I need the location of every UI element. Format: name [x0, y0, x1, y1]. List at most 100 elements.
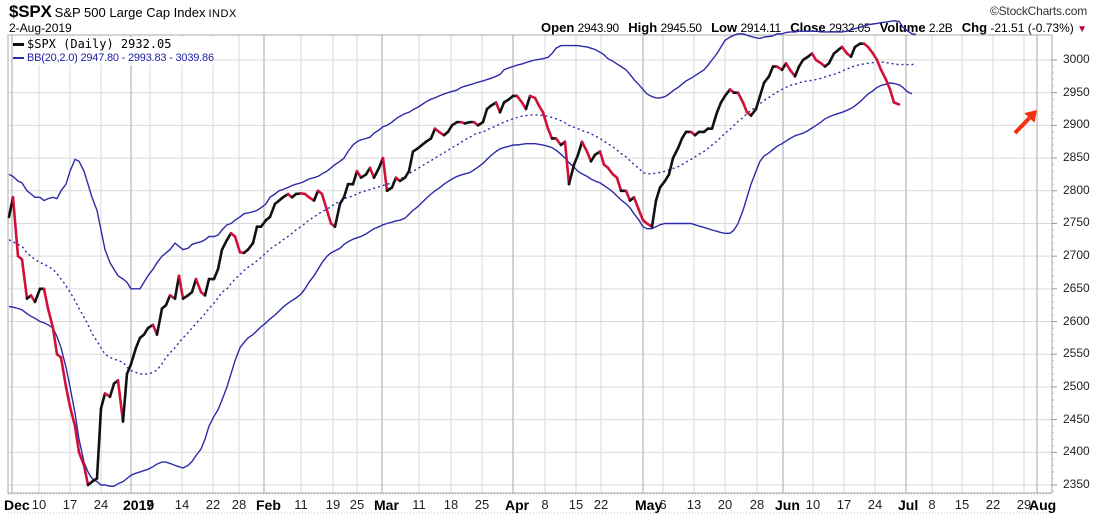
price-segment	[758, 81, 766, 98]
x-tick-label: 7	[146, 497, 154, 512]
price-segment	[749, 107, 758, 117]
x-tick-label: 15	[954, 497, 970, 512]
axis-ticks	[8, 59, 1057, 514]
price-segment	[585, 150, 593, 163]
price-segment	[888, 88, 896, 104]
price-segment	[481, 107, 489, 124]
price-segment	[580, 140, 589, 153]
price-segment	[654, 186, 662, 202]
y-tick-label: 2600	[1063, 313, 1090, 328]
price-segment	[546, 127, 554, 140]
price-segment	[246, 241, 255, 251]
price-segment	[203, 277, 211, 297]
x-tick-label: Jun	[775, 497, 800, 513]
x-tick-label: 19	[325, 497, 341, 512]
price-segment	[533, 96, 541, 108]
price-segment	[77, 451, 86, 467]
price-segment	[723, 88, 732, 98]
legend-swatch-bb	[13, 57, 24, 60]
price-segment	[372, 166, 381, 179]
price-segment	[342, 182, 350, 199]
x-tick-label: 20	[717, 497, 733, 512]
price-segment	[42, 287, 50, 310]
price-segment	[59, 356, 68, 389]
chg-value: -21.51 (-0.73%)	[990, 21, 1074, 35]
price-segment	[572, 153, 580, 166]
price-segment	[827, 52, 836, 65]
y-tick-label: 2850	[1063, 150, 1090, 165]
price-segment	[351, 169, 359, 186]
x-tick-label: 24	[867, 497, 883, 512]
price-segment	[741, 101, 749, 114]
price-segment	[658, 179, 667, 189]
price-segment	[671, 146, 680, 160]
price-segment	[563, 140, 571, 186]
price-segment	[212, 267, 220, 281]
price-segment	[390, 176, 398, 189]
price-segment	[676, 137, 684, 150]
x-tick-label: 17	[836, 497, 852, 512]
price-segment	[68, 405, 77, 428]
price-segment	[762, 75, 771, 85]
x-tick-label: 15	[568, 497, 584, 512]
price-segment	[710, 111, 719, 130]
price-segment	[129, 346, 138, 366]
chart-legend: $SPX (Daily) 2932.05 BB(20,2.0) 2947.80 …	[13, 37, 214, 65]
y-tick-label: 3000	[1063, 52, 1090, 66]
low-label: Low	[711, 20, 738, 35]
y-tick-label: 2350	[1063, 477, 1090, 491]
price-segment	[134, 336, 142, 349]
price-segment	[194, 277, 203, 294]
price-segment	[667, 156, 675, 176]
price-segment	[125, 362, 133, 376]
y-tick-label: 2550	[1063, 346, 1090, 361]
x-tick-label: 22	[593, 497, 609, 512]
price-segment	[368, 166, 376, 179]
price-segment	[82, 464, 90, 487]
chart-series	[7, 20, 917, 487]
x-tick-label: 25	[474, 497, 490, 512]
price-segment	[108, 382, 116, 399]
legend-swatch-price	[13, 43, 24, 46]
x-tick-label: 2019	[123, 497, 155, 513]
price-segment	[20, 258, 29, 300]
open-value: 2943.90	[577, 21, 620, 35]
price-segment	[220, 238, 229, 251]
price-segment	[216, 248, 224, 271]
x-tick-label: 29	[1016, 497, 1032, 512]
legend-bb-label: BB(20,2.0) 2947.80 - 2993.83 - 3039.86	[27, 52, 214, 64]
price-segment	[624, 189, 632, 202]
price-segment	[736, 91, 745, 104]
x-tick-label: 10	[805, 497, 821, 512]
price-segment	[840, 45, 849, 55]
down-triangle-icon: ▼	[1077, 24, 1087, 35]
price-segment	[116, 379, 125, 423]
plot-frame	[7, 34, 1053, 494]
x-tick-label: 28	[749, 497, 765, 512]
price-segment	[155, 307, 164, 336]
x-tick-label: 13	[686, 497, 702, 512]
x-tick-label: Dec	[4, 497, 30, 513]
price-segment	[632, 196, 641, 212]
high-label: High	[628, 20, 658, 35]
x-tick-label: 14	[174, 497, 190, 512]
price-segment	[259, 218, 268, 229]
price-segment	[11, 196, 20, 258]
bb-lower-line	[8, 82, 913, 487]
price-segment	[407, 150, 415, 173]
price-segment	[268, 202, 277, 219]
x-tick-label: 8	[928, 497, 936, 512]
x-tick-label: Aug	[1029, 497, 1057, 513]
symbol: $SPX	[9, 2, 52, 21]
x-tick-label: 8	[541, 497, 549, 512]
y-tick-label: 2700	[1063, 248, 1090, 263]
bb-upper-line	[8, 20, 917, 290]
price-segment	[515, 94, 524, 104]
price-segment	[325, 209, 333, 225]
price-segment	[541, 111, 550, 130]
legend-price: $SPX (Daily) 2932.05	[13, 37, 214, 51]
price-segment	[190, 277, 198, 294]
x-tick-label: 6	[659, 497, 667, 512]
x-tick-label: 17	[62, 497, 78, 512]
